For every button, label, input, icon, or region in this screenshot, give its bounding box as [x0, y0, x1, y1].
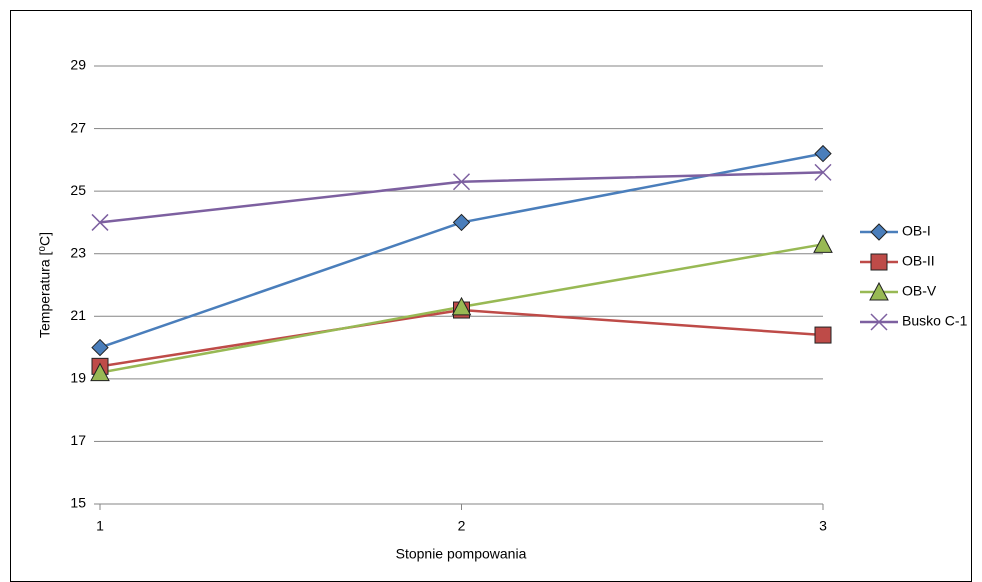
marker — [869, 281, 889, 301]
marker — [870, 313, 888, 331]
marker — [91, 338, 109, 357]
y-tick-label: 21 — [70, 307, 86, 323]
y-tick-label: 15 — [70, 495, 86, 511]
marker — [814, 163, 832, 181]
y-tick-label: 19 — [70, 370, 86, 386]
y-tick-label: 29 — [70, 57, 86, 73]
y-tick-label: 23 — [70, 244, 86, 260]
marker — [814, 326, 832, 344]
x-tick-label: 3 — [819, 518, 827, 534]
legend-label: Busko C-1 — [902, 313, 968, 329]
x-tick-label: 2 — [458, 518, 466, 534]
marker — [870, 223, 888, 241]
marker — [814, 144, 832, 163]
marker — [870, 253, 888, 271]
y-tick-label: 25 — [70, 182, 86, 198]
x-tick-label: 1 — [96, 518, 104, 534]
y-axis-title: Temperatura [⁰C] — [37, 232, 53, 338]
chart-frame — [10, 10, 972, 582]
legend-label: OB-II — [902, 253, 935, 269]
marker — [451, 296, 472, 316]
x-axis-title: Stopnie pompowania — [396, 546, 527, 562]
marker — [90, 362, 110, 382]
legend-label: OB-V — [902, 283, 937, 299]
marker — [91, 213, 109, 231]
y-tick-label: 27 — [70, 119, 86, 135]
marker — [452, 213, 471, 232]
marker — [813, 234, 833, 253]
legend-label: OB-I — [902, 223, 931, 239]
y-tick-label: 17 — [70, 432, 86, 448]
marker — [452, 173, 471, 191]
